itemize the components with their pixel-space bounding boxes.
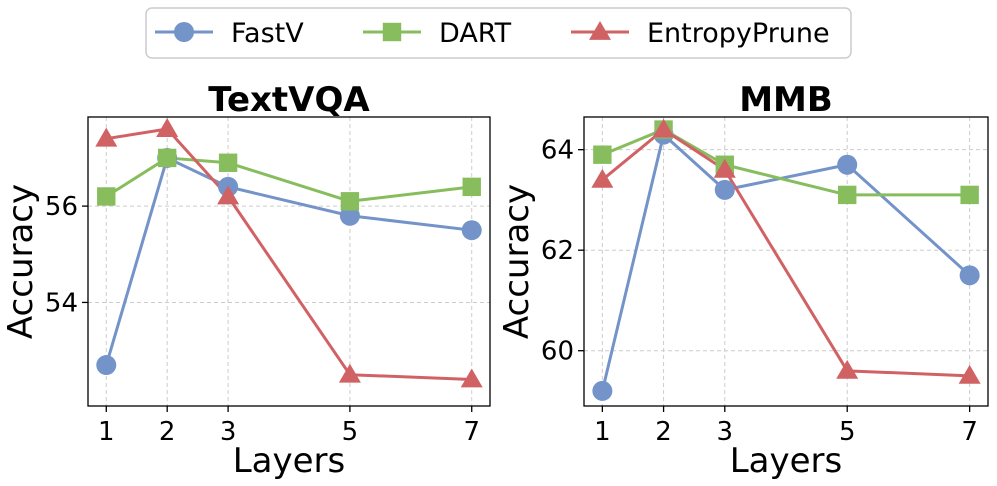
y-tick-label-62: 62 <box>541 236 574 266</box>
x-axis-label: Layers <box>730 441 843 481</box>
data-point-entropyprune-7 <box>958 364 981 384</box>
legend-marker-fastv <box>174 22 194 42</box>
x-tick-label-1: 1 <box>594 417 611 447</box>
data-point-entropyprune-3 <box>713 158 736 178</box>
x-tick-label-7: 7 <box>961 417 978 447</box>
data-point-fastv-5 <box>339 205 360 226</box>
data-point-fastv-1 <box>592 380 613 401</box>
legend-label-entropyprune: EntropyPrune <box>647 18 830 49</box>
data-point-entropyprune-2 <box>652 118 675 138</box>
data-point-entropyprune-1 <box>591 168 614 188</box>
legend: FastV DART EntropyPrune <box>145 7 852 59</box>
chart-title: TextVQA <box>208 80 370 120</box>
plot-frame <box>87 116 491 407</box>
data-point-entropyprune-3 <box>217 185 240 205</box>
data-point-entropyprune-5 <box>836 359 859 379</box>
data-point-dart-7 <box>462 177 481 197</box>
plot-frame <box>583 116 989 407</box>
series-line-fastv <box>600 133 971 392</box>
legend-frame <box>145 7 852 59</box>
data-point-dart-3 <box>218 153 238 172</box>
legend-marker-entropyprune <box>589 21 611 40</box>
data-point-fastv-7 <box>461 220 482 241</box>
data-point-entropyprune-2 <box>156 118 179 137</box>
data-point-dart-1 <box>593 145 612 164</box>
x-tick-label-3: 3 <box>717 417 734 447</box>
x-tick-label-7: 7 <box>463 417 480 447</box>
data-point-dart-7 <box>960 185 979 205</box>
legend-entry-dart: DART <box>363 18 512 49</box>
y-tick-label-64: 64 <box>541 136 574 166</box>
legend-entry-fastv: FastV <box>155 18 304 49</box>
x-tick-label-3: 3 <box>220 417 237 447</box>
data-point-fastv-3 <box>714 179 735 200</box>
legend-entry-entropyprune: EntropyPrune <box>571 18 830 49</box>
y-tick-label-60: 60 <box>541 337 574 367</box>
data-point-dart-1 <box>97 187 116 206</box>
data-point-entropyprune-7 <box>460 368 483 388</box>
data-point-dart-5 <box>340 192 360 211</box>
panel-textvqa: 1 2 3 5 7 54 56 TextVQA Layers Accuracy <box>1 80 491 481</box>
legend-marker-dart <box>382 22 402 42</box>
data-point-dart-2 <box>157 148 177 168</box>
chart-title: MMB <box>739 80 833 120</box>
series-line-fastv <box>104 156 472 366</box>
x-tick-label-5: 5 <box>342 417 359 447</box>
panel-mmb: 1 2 3 5 7 60 62 64 MMB Layers Accuracy <box>497 80 989 481</box>
x-axis-label: Layers <box>233 441 346 481</box>
y-axis-label: Accuracy <box>1 184 41 339</box>
y-tick-label-54: 54 <box>45 288 78 318</box>
x-tick-label-1: 1 <box>98 417 115 447</box>
x-tick-label-5: 5 <box>839 417 856 447</box>
legend-label-fastv: FastV <box>231 18 304 49</box>
data-point-dart-5 <box>838 185 857 205</box>
data-point-fastv-7 <box>959 265 980 286</box>
legend-label-dart: DART <box>439 18 512 49</box>
data-point-fastv-1 <box>96 355 117 376</box>
data-point-entropyprune-1 <box>95 127 118 147</box>
data-point-entropyprune-5 <box>338 363 361 383</box>
data-point-fastv-5 <box>837 154 858 175</box>
y-axis-label: Accuracy <box>497 184 537 339</box>
y-tick-label-56: 56 <box>45 192 78 222</box>
x-tick-label-2: 2 <box>655 417 672 447</box>
x-tick-label-2: 2 <box>159 417 176 447</box>
